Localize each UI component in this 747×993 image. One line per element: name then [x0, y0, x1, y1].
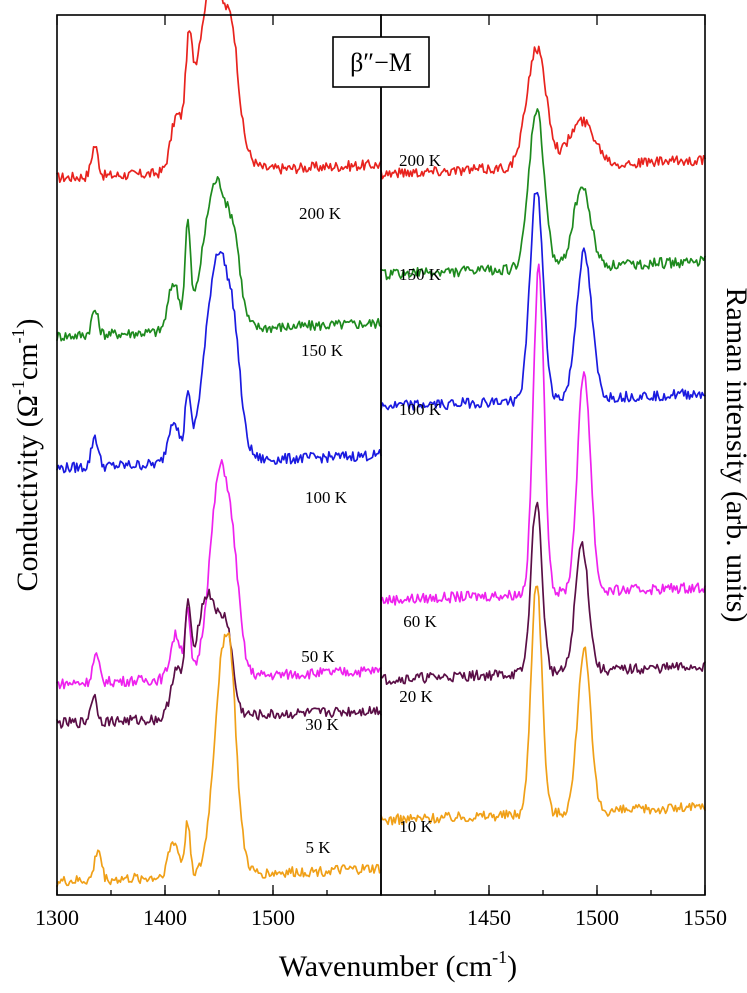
temp-label-left-50k: 50 K	[301, 647, 335, 666]
temp-label-left-30k: 30 K	[305, 715, 339, 734]
trace-right-200k	[380, 45, 706, 180]
title-box	[332, 36, 430, 88]
trace-right-60k	[380, 263, 706, 606]
right-panel-traces	[380, 45, 706, 826]
temp-label-right-20k: 20 K	[399, 687, 433, 706]
temp-label-left-200k: 200 K	[299, 204, 342, 223]
trace-left-30k	[56, 588, 382, 729]
xtick-label-right-1450: 1450	[467, 905, 511, 930]
panel-title: β″−M	[350, 48, 412, 77]
trace-right-20k	[380, 501, 706, 686]
xtick-label-right-1550: 1550	[683, 905, 727, 930]
x-axis-title: Wavenumber (cm-1)	[279, 947, 517, 983]
temp-label-right-10k: 10 K	[399, 817, 433, 836]
temperature-labels: 200 K 150 K 100 K 50 K 30 K 5 K 200 K 150 K 100 …	[299, 151, 442, 857]
xtick-label-left-1300: 1300	[35, 905, 79, 930]
trace-left-200k	[56, 0, 382, 184]
right-y-axis-title: Raman intensity (arb. units)	[720, 288, 747, 623]
left-y-axis-title: Conductivity (Ω-1cm-1)	[8, 318, 44, 591]
xtick-label-left-1500: 1500	[251, 905, 295, 930]
trace-left-150k	[56, 176, 382, 342]
temp-label-left-5k: 5 K	[305, 838, 331, 857]
xtick-label-right-1500: 1500	[575, 905, 619, 930]
temp-label-right-100k: 100 K	[399, 400, 442, 419]
axis-ticks	[56, 15, 706, 895]
trace-left-5k	[56, 632, 382, 888]
trace-left-100k	[56, 251, 382, 474]
axis-tick-labels: 1300 1400 1500 1450 1500 1550	[35, 905, 727, 930]
trace-right-100k	[380, 191, 706, 411]
trace-right-150k	[380, 108, 706, 281]
temp-label-right-150k: 150 K	[399, 265, 442, 284]
trace-left-50k	[56, 459, 382, 690]
temp-label-right-200k: 200 K	[399, 151, 442, 170]
temp-label-right-60k: 60 K	[403, 612, 437, 631]
temp-label-left-150k: 150 K	[301, 341, 344, 360]
left-panel-traces	[56, 0, 382, 888]
trace-right-10k	[380, 585, 706, 826]
temp-label-left-100k: 100 K	[305, 488, 348, 507]
xtick-label-left-1400: 1400	[143, 905, 187, 930]
